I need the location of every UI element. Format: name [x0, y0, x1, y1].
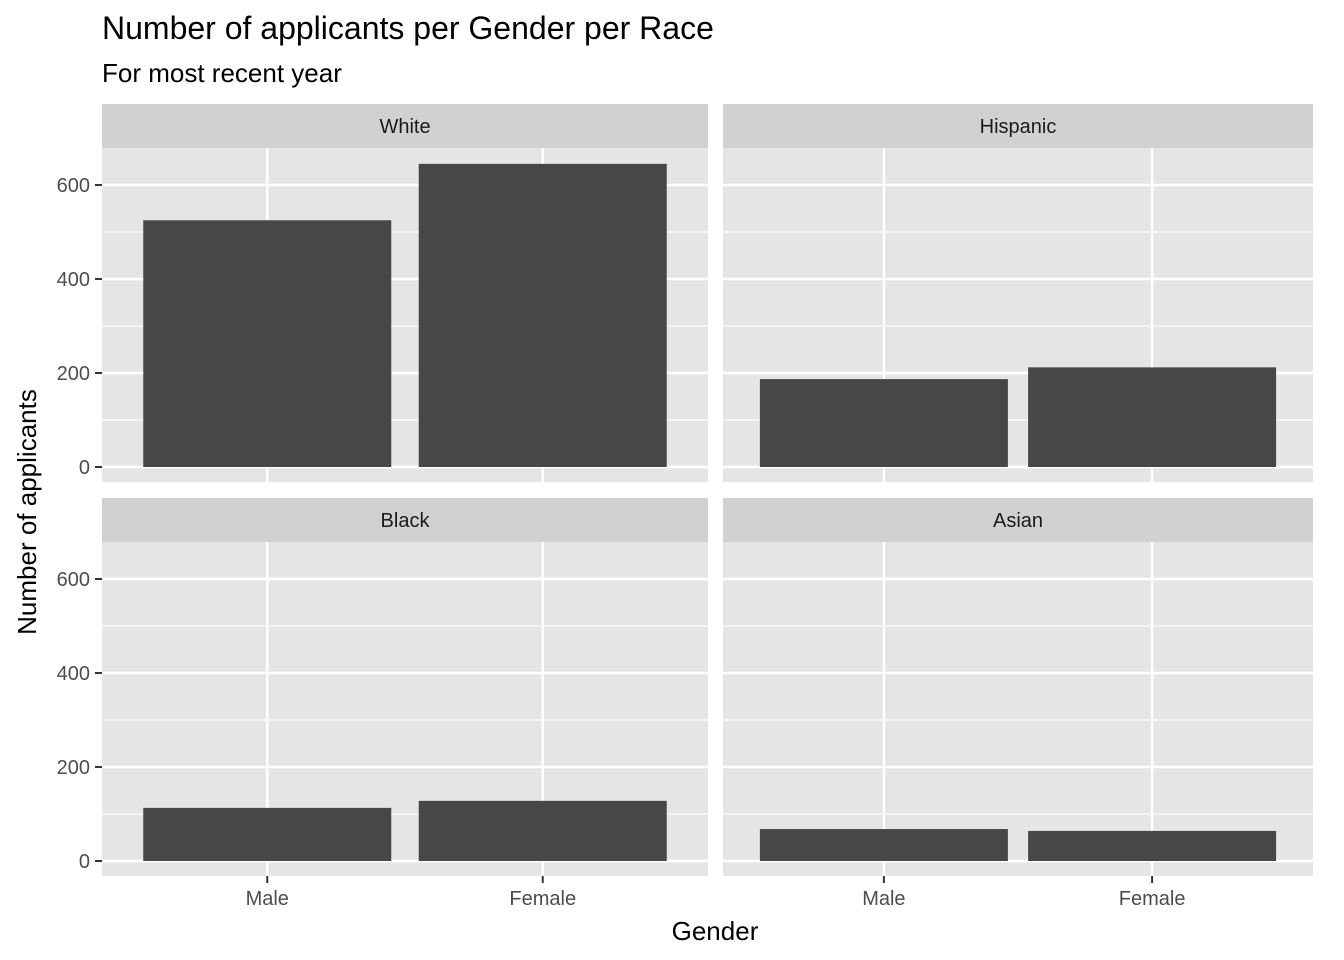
- y-tick-label: 200: [57, 757, 90, 779]
- y-tick-label: 400: [57, 663, 90, 685]
- facet-strip: [723, 104, 1313, 148]
- facet-strip-label: White: [379, 116, 430, 138]
- x-tick-label: Female: [1119, 888, 1186, 910]
- bar-asian-female: [1028, 830, 1277, 861]
- facet-panel-white: White 0 200 400 600: [57, 104, 708, 482]
- x-tick-label: Male: [246, 888, 289, 910]
- x-tick-label: Male: [862, 888, 905, 910]
- y-axis-title: Number of applicants: [12, 389, 42, 635]
- facet-strip-label: Hispanic: [980, 116, 1057, 138]
- facet-strip-label: Asian: [993, 510, 1043, 532]
- bar-black-male: [143, 807, 392, 861]
- y-tick-label: 0: [79, 851, 90, 873]
- facet-strip: [102, 498, 708, 542]
- facet-strip: [723, 498, 1313, 542]
- bar-white-male: [143, 220, 392, 467]
- bar-hispanic-male: [759, 379, 1008, 467]
- y-tick-label: 0: [79, 457, 90, 479]
- chart-title: Number of applicants per Gender per Race: [102, 10, 714, 46]
- facet-panel-asian: Asian Male Female: [723, 498, 1313, 910]
- chart-subtitle: For most recent year: [102, 58, 342, 88]
- bar-black-female: [418, 800, 667, 861]
- bar-white-female: [418, 163, 667, 467]
- y-tick-label: 200: [57, 363, 90, 385]
- facet-panel-hispanic: Hispanic: [723, 104, 1313, 482]
- y-tick-label: 600: [57, 569, 90, 591]
- y-tick-label: 600: [57, 175, 90, 197]
- bar-hispanic-female: [1028, 367, 1277, 467]
- facet-panels: White 0 200 400 600 Hispanic Black 0 200 400 600 Ma…: [57, 104, 1313, 910]
- x-tick-label: Female: [509, 888, 576, 910]
- x-axis-title: Gender: [672, 916, 759, 946]
- y-tick-label: 400: [57, 269, 90, 291]
- facet-panel-black: Black 0 200 400 600 Male Female: [57, 498, 708, 910]
- panel-background: [723, 542, 1313, 876]
- facet-strip: [102, 104, 708, 148]
- facet-strip-label: Black: [381, 510, 431, 532]
- bar-asian-male: [759, 829, 1008, 861]
